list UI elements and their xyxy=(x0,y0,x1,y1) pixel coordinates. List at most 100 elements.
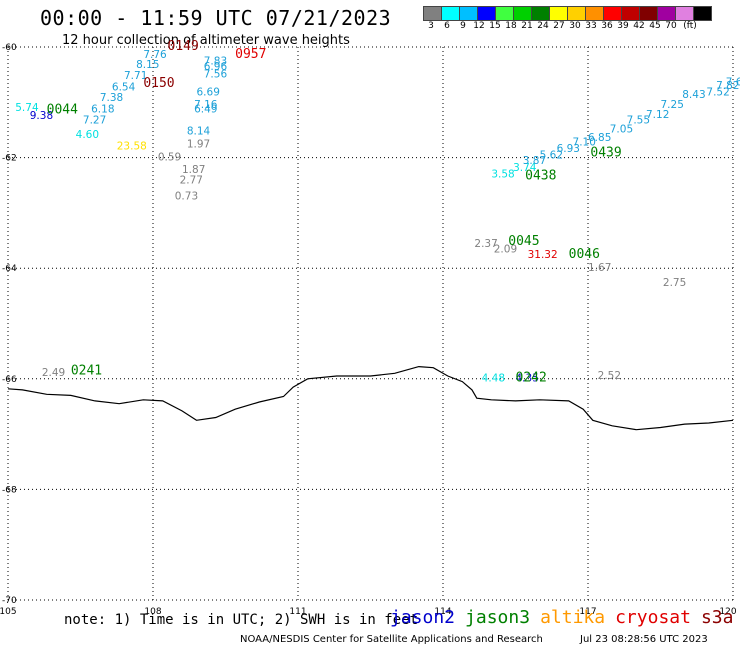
wave-height-value: 1.67 xyxy=(588,262,611,274)
legend-label: 9 xyxy=(460,21,466,31)
wave-height-value: 7.55 xyxy=(627,114,650,126)
generated-timestamp: Jul 23 08:28:56 UTC 2023 xyxy=(580,634,708,645)
legend-label: 15 xyxy=(489,21,501,31)
wave-height-value: 5.62 xyxy=(540,150,563,162)
wave-height-value: 2.77 xyxy=(180,175,203,187)
wave-height-value: 7.6 xyxy=(726,77,740,89)
pass-time-label: 0046 xyxy=(569,247,600,262)
wave-height-value: 6.85 xyxy=(588,132,611,144)
wave-height-value: 2.37 xyxy=(474,238,497,250)
color-legend: 3 6 9 12 15 18 21 24 27 30 33 36 39 42 45 70 (ft) xyxy=(423,6,712,31)
y-tick-label: -64 xyxy=(2,264,17,274)
wave-height-value: 7.10 xyxy=(573,136,596,148)
legend-label: 12 xyxy=(473,21,485,31)
wave-height-value: 23.58 xyxy=(117,140,147,152)
wave-height-value: 0.59 xyxy=(158,151,181,163)
wave-height-value: 1.97 xyxy=(187,139,210,151)
wave-height-value: 4.60 xyxy=(76,129,99,141)
y-tick-label: -60 xyxy=(2,43,17,53)
x-tick-label: 120 xyxy=(719,607,736,617)
y-tick-label: -70 xyxy=(2,596,17,606)
legend-label: 42 xyxy=(633,21,645,31)
wave-height-value: 0.73 xyxy=(175,191,198,203)
wave-height-value: 4.35 xyxy=(516,373,539,385)
legend-label: 21 xyxy=(521,21,533,31)
wave-height-value: 3.58 xyxy=(491,169,514,181)
wave-height-value: 7.71 xyxy=(124,70,147,82)
wave-height-value: 8.15 xyxy=(136,59,159,71)
wave-height-value: 2.75 xyxy=(663,277,686,289)
wave-height-value: 6.49 xyxy=(194,103,217,115)
wave-height-value: 7.56 xyxy=(204,68,228,80)
wave-height-value: 7.12 xyxy=(646,109,669,121)
pass-time-label: 0439 xyxy=(590,145,621,160)
satellite-jason2: jason2 xyxy=(390,607,456,628)
satellite-s3a: s3a xyxy=(700,607,734,628)
wave-height-value: 7.16 xyxy=(194,99,218,111)
wave-height-observations: 7.768.157.716.547.386.187.27 4.60 5.749.38… xyxy=(15,49,740,385)
pass-time-label: 0438 xyxy=(525,169,556,184)
legend-swatch xyxy=(693,6,712,21)
satellite-jason3: jason3 xyxy=(465,607,531,628)
wave-height-value: 3.74 xyxy=(513,162,537,174)
x-tick-label: 114 xyxy=(434,607,451,617)
wave-height-value: 3.87 xyxy=(523,155,546,167)
pass-time-labels: 0149 0957 0150 0044 0438 0439 0045 0046 0241 0242 xyxy=(47,39,622,386)
pass-time-label: 0241 xyxy=(71,363,102,378)
wave-height-value: 6.96 xyxy=(204,61,228,73)
satellite-legend: jason2 jason3 altika cryosat s3a xyxy=(390,607,740,628)
legend-label: 3 xyxy=(428,21,434,31)
legend-unit: (ft) xyxy=(683,21,697,31)
legend-label: 33 xyxy=(585,21,597,31)
wave-height-value: 5.74 xyxy=(15,102,39,114)
x-tick-label: 117 xyxy=(579,607,596,617)
legend-label: 70 xyxy=(665,21,677,31)
wave-height-value: 7.27 xyxy=(83,114,106,126)
pass-time-label: 0044 xyxy=(47,102,78,117)
legend-swatches xyxy=(423,6,712,21)
legend-label: 45 xyxy=(649,21,661,31)
wave-height-value: 2.09 xyxy=(494,244,517,256)
wave-height-value: 7.25 xyxy=(661,99,684,111)
wave-height-value: 6.54 xyxy=(112,82,136,94)
y-tick-label: -66 xyxy=(2,375,17,385)
wave-height-value: 7.82 xyxy=(716,80,739,92)
wave-height-value: 7.52 xyxy=(706,87,729,99)
pass-time-label: 0045 xyxy=(508,234,539,249)
wave-height-value: 8.43 xyxy=(682,89,705,101)
map-grid xyxy=(7,46,734,601)
x-tick-label: 105 xyxy=(0,607,17,617)
wave-height-value: 2.49 xyxy=(42,367,65,379)
map-title: 00:00 - 11:59 UTC 07/21/2023 xyxy=(40,6,392,30)
legend-label: 27 xyxy=(553,21,565,31)
legend-label: 6 xyxy=(444,21,450,31)
axis-tick-labels: 105 108 111 114 117 120 -60 -62 -64 -66 -68 -70 xyxy=(0,43,737,617)
footer-note: note: 1) Time is in UTC; 2) SWH is in fe… xyxy=(64,612,419,628)
pass-time-label: 0149 xyxy=(168,39,199,54)
pass-time-label: 0150 xyxy=(143,76,174,91)
credit-line: NOAA/NESDIS Center for Satellite Applica… xyxy=(240,634,543,645)
wave-height-value: 7.38 xyxy=(100,92,123,104)
wave-height-value: 4.48 xyxy=(482,373,505,385)
wave-height-value: 7.05 xyxy=(610,124,633,136)
x-tick-label: 108 xyxy=(144,607,161,617)
pass-time-label: 0957 xyxy=(235,47,266,62)
satellite-cryosat: cryosat xyxy=(615,607,691,628)
legend-label: 18 xyxy=(505,21,517,31)
antarctic-coastline xyxy=(7,365,734,431)
x-tick-label: 111 xyxy=(289,607,306,617)
y-tick-label: -68 xyxy=(2,485,17,495)
wave-height-value: 31.32 xyxy=(528,249,558,261)
wave-height-value: 6.69 xyxy=(197,87,220,99)
satellite-altika: altika xyxy=(540,607,606,628)
pass-time-label: 0242 xyxy=(516,371,547,386)
y-tick-label: -62 xyxy=(2,154,17,164)
legend-label: 30 xyxy=(569,21,581,31)
legend-labels: 3 6 9 12 15 18 21 24 27 30 33 36 39 42 45 70 (ft) xyxy=(423,21,711,31)
wave-height-value: 6.18 xyxy=(91,103,114,115)
map-subtitle: 12 hour collection of altimeter wave hei… xyxy=(62,33,350,48)
wave-height-value: 7.83 xyxy=(204,56,227,68)
legend-label: 36 xyxy=(601,21,613,31)
wave-height-value: 8.14 xyxy=(187,125,211,137)
